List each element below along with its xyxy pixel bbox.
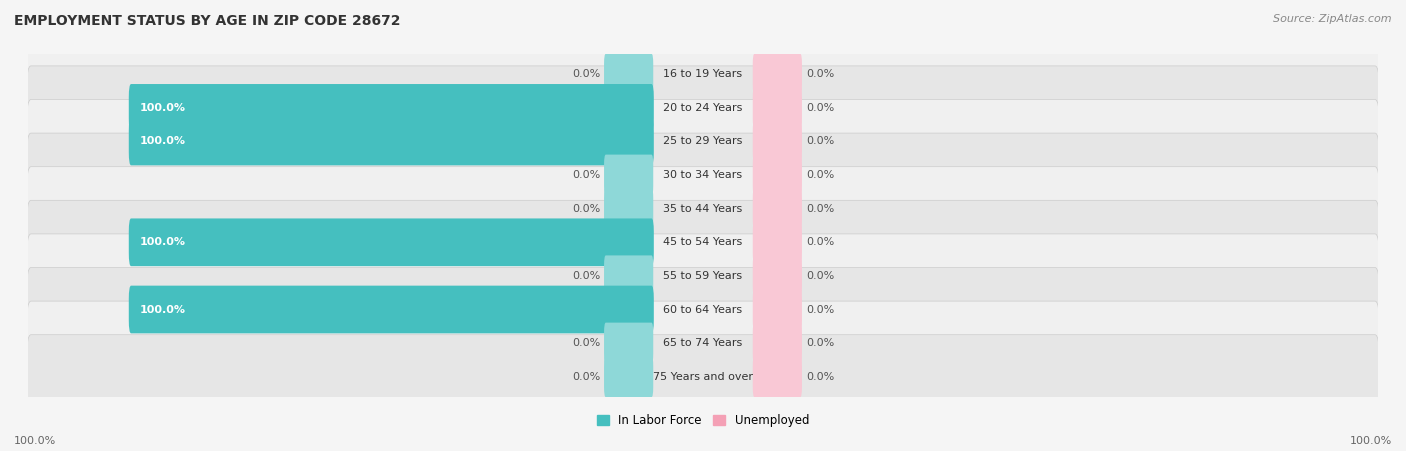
Text: 100.0%: 100.0% [14, 437, 56, 446]
Text: 100.0%: 100.0% [1350, 437, 1392, 446]
Legend: In Labor Force, Unemployed: In Labor Force, Unemployed [592, 410, 814, 432]
FancyBboxPatch shape [605, 54, 654, 95]
FancyBboxPatch shape [752, 222, 801, 263]
Text: 100.0%: 100.0% [139, 137, 186, 147]
Text: 75 Years and over: 75 Years and over [652, 372, 754, 382]
FancyBboxPatch shape [27, 301, 1379, 385]
FancyBboxPatch shape [27, 200, 1379, 284]
Text: EMPLOYMENT STATUS BY AGE IN ZIP CODE 28672: EMPLOYMENT STATUS BY AGE IN ZIP CODE 286… [14, 14, 401, 28]
Text: Source: ZipAtlas.com: Source: ZipAtlas.com [1274, 14, 1392, 23]
FancyBboxPatch shape [27, 100, 1379, 184]
FancyBboxPatch shape [752, 121, 801, 162]
Text: 100.0%: 100.0% [139, 237, 186, 247]
FancyBboxPatch shape [605, 255, 654, 296]
Text: 65 to 74 Years: 65 to 74 Years [664, 338, 742, 348]
FancyBboxPatch shape [27, 335, 1379, 419]
Text: 0.0%: 0.0% [806, 271, 834, 281]
FancyBboxPatch shape [752, 54, 801, 95]
Text: 0.0%: 0.0% [806, 137, 834, 147]
FancyBboxPatch shape [27, 167, 1379, 251]
Text: 0.0%: 0.0% [806, 170, 834, 180]
FancyBboxPatch shape [752, 188, 801, 229]
FancyBboxPatch shape [752, 322, 801, 364]
Text: 100.0%: 100.0% [139, 103, 186, 113]
Text: 60 to 64 Years: 60 to 64 Years [664, 304, 742, 314]
Text: 45 to 54 Years: 45 to 54 Years [664, 237, 742, 247]
Text: 0.0%: 0.0% [806, 69, 834, 79]
FancyBboxPatch shape [27, 133, 1379, 217]
Text: 0.0%: 0.0% [806, 372, 834, 382]
FancyBboxPatch shape [27, 234, 1379, 318]
FancyBboxPatch shape [605, 155, 654, 196]
Text: 0.0%: 0.0% [806, 204, 834, 214]
FancyBboxPatch shape [27, 66, 1379, 150]
Text: 0.0%: 0.0% [572, 204, 600, 214]
FancyBboxPatch shape [752, 155, 801, 196]
FancyBboxPatch shape [129, 84, 654, 132]
FancyBboxPatch shape [752, 289, 801, 330]
Text: 0.0%: 0.0% [572, 372, 600, 382]
Text: 0.0%: 0.0% [572, 170, 600, 180]
FancyBboxPatch shape [752, 255, 801, 296]
Text: 0.0%: 0.0% [572, 338, 600, 348]
FancyBboxPatch shape [129, 218, 654, 266]
Text: 0.0%: 0.0% [806, 304, 834, 314]
Text: 0.0%: 0.0% [806, 237, 834, 247]
Text: 20 to 24 Years: 20 to 24 Years [664, 103, 742, 113]
FancyBboxPatch shape [605, 322, 654, 364]
Text: 16 to 19 Years: 16 to 19 Years [664, 69, 742, 79]
Text: 100.0%: 100.0% [139, 304, 186, 314]
Text: 0.0%: 0.0% [806, 103, 834, 113]
FancyBboxPatch shape [605, 356, 654, 397]
Text: 0.0%: 0.0% [572, 69, 600, 79]
Text: 30 to 34 Years: 30 to 34 Years [664, 170, 742, 180]
FancyBboxPatch shape [27, 32, 1379, 116]
FancyBboxPatch shape [752, 356, 801, 397]
Text: 55 to 59 Years: 55 to 59 Years [664, 271, 742, 281]
Text: 0.0%: 0.0% [806, 338, 834, 348]
FancyBboxPatch shape [752, 87, 801, 129]
FancyBboxPatch shape [129, 118, 654, 166]
Text: 0.0%: 0.0% [572, 271, 600, 281]
FancyBboxPatch shape [129, 285, 654, 333]
Text: 25 to 29 Years: 25 to 29 Years [664, 137, 742, 147]
FancyBboxPatch shape [27, 267, 1379, 351]
Text: 35 to 44 Years: 35 to 44 Years [664, 204, 742, 214]
FancyBboxPatch shape [605, 188, 654, 229]
